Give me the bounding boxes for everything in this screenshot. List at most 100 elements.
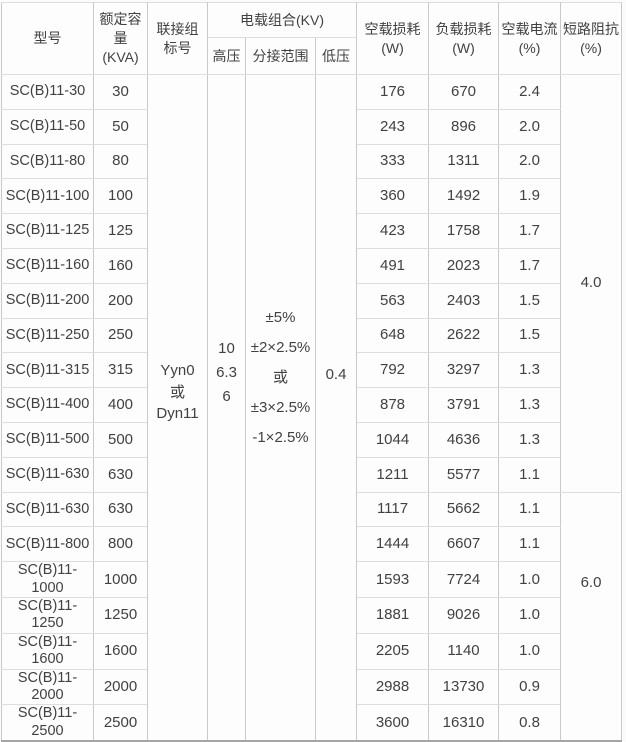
no-load-current-cell: 1.0 bbox=[498, 596, 562, 634]
header-tap-range: 分接范围 bbox=[245, 37, 316, 75]
no-load-loss-cell: 1211 bbox=[356, 456, 430, 493]
capacity-cell: 1000 bbox=[93, 561, 148, 598]
no-load-loss-cell: 648 bbox=[356, 317, 430, 354]
header-hv: 高压 bbox=[207, 37, 246, 75]
load-loss-cell: 2023 bbox=[428, 247, 500, 284]
no-load-current-cell: 1.7 bbox=[498, 247, 562, 284]
no-load-loss-cell: 2988 bbox=[356, 668, 430, 706]
header-row: 型号 额定容量 (KVA) 联接组 标号 电载组合(KV) 空载损耗 (W) 负… bbox=[1, 2, 623, 75]
no-load-current-cell: 2.0 bbox=[498, 143, 562, 180]
model-cell: SC(B)11-125 bbox=[1, 213, 94, 249]
header-no-load-current: 空载电流 (%) bbox=[498, 2, 562, 75]
table-row: SC(B)11-800 800 1444 6607 1.1 bbox=[1, 526, 622, 563]
impedance-value-bottom: 6.0 bbox=[580, 574, 602, 592]
load-loss-cell: 2403 bbox=[428, 282, 500, 319]
table-row: SC(B)11-1000 1000 1593 7724 1.0 bbox=[1, 561, 622, 598]
table-row: SC(B)11-250 250 648 2622 1.5 bbox=[1, 317, 622, 354]
table-row: SC(B)11-630 630 1117 5662 1.1 6.0 bbox=[1, 491, 623, 742]
hv-value: 10 6.3 6 bbox=[216, 339, 237, 405]
table-row: SC(B)11-2500 2500 3600 16310 0.8 bbox=[1, 704, 622, 742]
lv-value: 0.4 bbox=[325, 365, 347, 383]
capacity-cell: 80 bbox=[93, 143, 148, 180]
capacity-cell: 1600 bbox=[93, 632, 148, 670]
no-load-loss-cell: 1593 bbox=[356, 561, 430, 598]
capacity-cell: 500 bbox=[93, 421, 148, 458]
capacity-cell: 125 bbox=[93, 213, 148, 249]
model-cell: SC(B)11-2000 bbox=[1, 668, 94, 706]
table-row: SC(B)11-1600 1600 2205 1140 1.0 bbox=[1, 632, 622, 670]
no-load-loss-cell: 243 bbox=[356, 108, 430, 145]
capacity-cell: 30 bbox=[93, 74, 148, 110]
load-loss-cell: 1758 bbox=[428, 213, 500, 249]
table-row: SC(B)11-1250 1250 1881 9026 1.0 bbox=[1, 596, 622, 634]
load-loss-cell: 5577 bbox=[428, 456, 500, 493]
table-row: SC(B)11-80 80 333 1311 2.0 bbox=[1, 143, 622, 180]
no-load-current-cell: 1.3 bbox=[498, 387, 562, 423]
model-cell: SC(B)11-630 bbox=[1, 491, 94, 528]
model-cell: SC(B)11-80 bbox=[1, 143, 94, 180]
capacity-cell: 2500 bbox=[93, 704, 148, 742]
model-cell: SC(B)11-2500 bbox=[1, 704, 94, 742]
no-load-loss-cell: 360 bbox=[356, 178, 430, 215]
capacity-cell: 1250 bbox=[93, 596, 148, 634]
no-load-loss-cell: 3600 bbox=[356, 704, 430, 742]
capacity-cell: 2000 bbox=[93, 668, 148, 706]
no-load-current-cell: 2.0 bbox=[498, 108, 562, 145]
no-load-loss-cell: 333 bbox=[356, 143, 430, 180]
no-load-current-cell: 1.5 bbox=[498, 282, 562, 319]
header-subrow: 高压 分接范围 低压 bbox=[2, 37, 622, 75]
tap-range-value: ±5% ±2×2.5% 或 ±3×2.5% -1×2.5% bbox=[250, 308, 311, 446]
load-loss-cell: 3791 bbox=[428, 387, 500, 423]
connection-group-value: Yyn0 或 Dyn11 bbox=[156, 361, 199, 423]
model-cell: SC(B)11-630 bbox=[1, 456, 94, 493]
no-load-current-cell: 1.1 bbox=[498, 526, 562, 563]
no-load-loss-cell: 2205 bbox=[356, 632, 430, 670]
capacity-cell: 315 bbox=[93, 352, 148, 389]
capacity-cell: 400 bbox=[93, 387, 148, 423]
no-load-current-cell: 1.0 bbox=[498, 561, 562, 598]
header-no-load-loss: 空载损耗 (W) bbox=[356, 2, 430, 75]
hv-cell: 10 6.3 6 bbox=[207, 74, 246, 742]
no-load-current-cell: 1.7 bbox=[498, 213, 562, 249]
table-row: SC(B)11-315 315 792 3297 1.3 bbox=[1, 352, 622, 389]
model-cell: SC(B)11-250 bbox=[1, 317, 94, 354]
capacity-cell: 630 bbox=[93, 456, 148, 493]
header-voltage-combination: 电载组合(KV) bbox=[206, 2, 358, 38]
model-cell: SC(B)11-1000 bbox=[1, 561, 94, 598]
capacity-cell: 800 bbox=[93, 526, 148, 563]
model-cell: SC(B)11-400 bbox=[1, 387, 94, 423]
model-cell: SC(B)11-500 bbox=[1, 421, 94, 458]
model-cell: SC(B)11-100 bbox=[1, 178, 94, 215]
table-row: SC(B)11-630 630 1211 5577 1.1 bbox=[1, 456, 622, 493]
table-row: SC(B)11-400 400 878 3791 1.3 bbox=[1, 387, 622, 423]
no-load-loss-cell: 1117 bbox=[356, 491, 430, 528]
no-load-loss-cell: 1444 bbox=[356, 526, 430, 563]
header-connection-group: 联接组 标号 bbox=[147, 2, 208, 75]
no-load-loss-cell: 423 bbox=[356, 213, 430, 249]
load-loss-cell: 6607 bbox=[428, 526, 500, 563]
no-load-current-cell: 1.1 bbox=[498, 456, 562, 493]
table-row: SC(B)11-50 50 243 896 2.0 bbox=[1, 108, 622, 145]
header-model: 型号 bbox=[1, 2, 94, 75]
load-loss-cell: 1140 bbox=[428, 632, 500, 670]
header-impedance: 短路阻抗 (%) bbox=[560, 2, 623, 75]
no-load-current-cell: 1.9 bbox=[498, 178, 562, 215]
table-header: 型号 额定容量 (KVA) 联接组 标号 电载组合(KV) 空载损耗 (W) 负… bbox=[1, 2, 623, 75]
impedance-cell-top: 4.0 bbox=[560, 74, 623, 493]
table-body: SC(B)11-30 30 Yyn0 或 Dyn11 10 6.3 6 ±5% … bbox=[1, 74, 623, 742]
connection-group-cell: Yyn0 或 Dyn11 bbox=[147, 74, 208, 742]
model-cell: SC(B)11-160 bbox=[1, 247, 94, 284]
no-load-current-cell: 0.9 bbox=[498, 668, 562, 706]
model-cell: SC(B)11-200 bbox=[1, 282, 94, 319]
capacity-cell: 50 bbox=[93, 108, 148, 145]
model-cell: SC(B)11-800 bbox=[1, 526, 94, 563]
load-loss-cell: 896 bbox=[428, 108, 500, 145]
load-loss-cell: 670 bbox=[428, 74, 500, 110]
model-cell: SC(B)11-1600 bbox=[1, 632, 94, 670]
no-load-loss-cell: 1044 bbox=[356, 421, 430, 458]
table-row: SC(B)11-2000 2000 2988 13730 0.9 bbox=[1, 668, 622, 706]
header-load-loss: 负载损耗 (W) bbox=[428, 2, 500, 75]
impedance-cell-bottom: 6.0 bbox=[560, 491, 623, 742]
no-load-loss-cell: 491 bbox=[356, 247, 430, 284]
